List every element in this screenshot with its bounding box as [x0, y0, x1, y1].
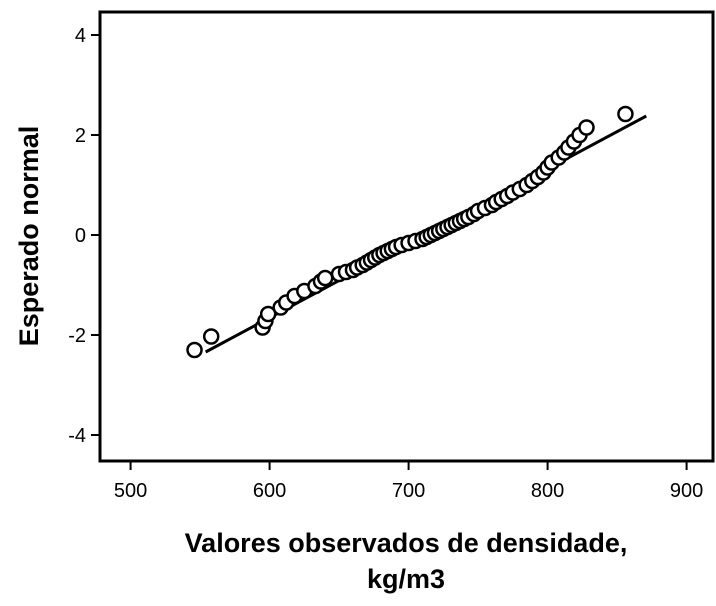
- y-tick-label: -2: [68, 325, 86, 347]
- point: [316, 269, 334, 287]
- x-axis-label: Valores observados de densidade,: [185, 528, 628, 558]
- x-tick-label: 600: [253, 480, 286, 502]
- y-axis-label: Esperado normal: [14, 126, 44, 347]
- y-tick-label: 2: [75, 125, 86, 147]
- x-axis-label: kg/m3: [367, 564, 445, 594]
- y-tick-label: -4: [68, 425, 86, 447]
- x-tick-label: 800: [531, 480, 564, 502]
- point: [186, 341, 203, 359]
- point: [578, 119, 595, 136]
- plot-frame: [98, 10, 715, 463]
- point: [259, 305, 277, 323]
- x-tick-label: 900: [670, 480, 703, 502]
- x-tick-label: 500: [114, 480, 147, 502]
- y-tick-label: 0: [75, 225, 86, 247]
- x-tick-label: 700: [392, 480, 425, 502]
- point: [202, 328, 220, 345]
- point: [617, 105, 634, 123]
- y-tick-label: 4: [75, 25, 86, 47]
